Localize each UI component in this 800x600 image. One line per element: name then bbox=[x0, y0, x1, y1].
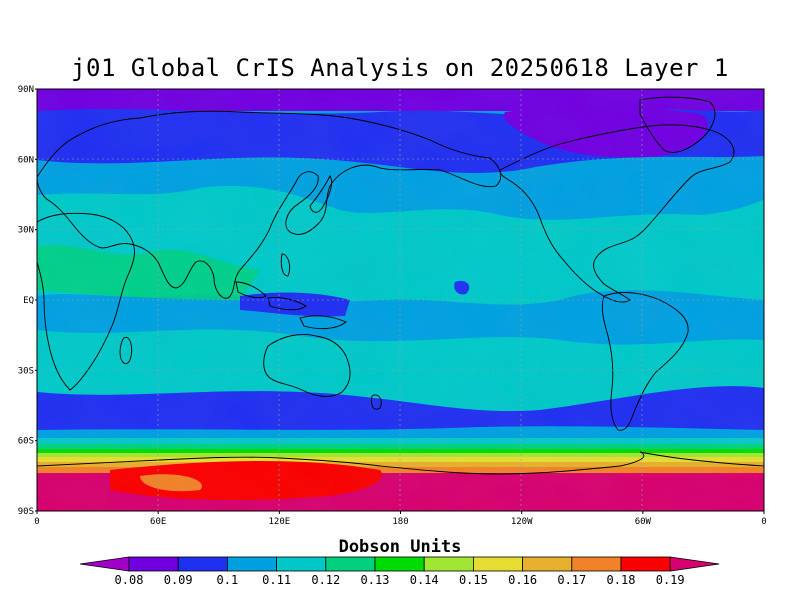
colorbar-swatch bbox=[620, 556, 671, 572]
longitude-labels: 0 60E 120E 180 120W 60W 0 bbox=[34, 517, 766, 527]
colorbar-tick-label: 0.15 bbox=[459, 573, 488, 587]
colorbar-swatch bbox=[226, 556, 277, 572]
lon-label: 120W bbox=[511, 517, 533, 527]
colorbar-swatch bbox=[177, 556, 228, 572]
lat-label: 60N bbox=[18, 155, 34, 165]
lon-label: 0 bbox=[761, 517, 766, 527]
colorbar-tick-label: 0.18 bbox=[607, 573, 636, 587]
colorbar-tick-label: 0.1 bbox=[217, 573, 239, 587]
colorbar-swatch bbox=[423, 556, 474, 572]
colorbar-tick-label: 0.17 bbox=[557, 573, 586, 587]
lon-label: 120E bbox=[268, 517, 290, 527]
lon-label: 180 bbox=[392, 517, 408, 527]
lat-label: 90S bbox=[18, 507, 34, 517]
colorbar-swatch bbox=[522, 556, 573, 572]
colorbar-tick-label: 0.09 bbox=[164, 573, 193, 587]
graticule bbox=[37, 89, 764, 511]
colorbar-swatch bbox=[325, 556, 376, 572]
lat-label: 90N bbox=[18, 85, 34, 95]
ozone-field bbox=[37, 89, 764, 511]
lon-label: 60E bbox=[150, 517, 166, 527]
colorbar: 0.08 0.09 0.1 0.11 0.12 0.13 0.14 0.15 0.16 0.17 0… bbox=[79, 556, 720, 587]
lon-label: 0 bbox=[34, 517, 39, 527]
colorbar-swatch bbox=[374, 556, 425, 572]
colorbar-underflow-triangle bbox=[79, 556, 130, 572]
colorbar-swatch bbox=[276, 556, 327, 572]
coastlines bbox=[37, 96, 764, 475]
colorbar-title: Dobson Units bbox=[338, 537, 462, 557]
colorbar-tick-label: 0.19 bbox=[656, 573, 685, 587]
map-title: j01 Global CrIS Analysis on 20250618 Lay… bbox=[71, 54, 729, 82]
colorbar-tick-label: 0.13 bbox=[361, 573, 390, 587]
lat-label: 30S bbox=[18, 366, 34, 376]
lat-label: 60S bbox=[18, 437, 34, 447]
lon-label: 60W bbox=[635, 517, 652, 527]
colorbar-swatch bbox=[128, 556, 179, 572]
colorbar-tick-label: 0.11 bbox=[262, 573, 291, 587]
lat-label: 30N bbox=[18, 226, 34, 236]
colorbar-tick-label: 0.14 bbox=[410, 573, 439, 587]
colorbar-swatch bbox=[472, 556, 523, 572]
colorbar-overflow-triangle bbox=[669, 556, 720, 572]
colorbar-tick-label: 0.08 bbox=[115, 573, 144, 587]
colorbar-tick-label: 0.16 bbox=[508, 573, 537, 587]
colorbar-tick-label: 0.12 bbox=[311, 573, 340, 587]
colorbar-swatch bbox=[571, 556, 622, 572]
latitude-labels: 90N 60N 30N EQ 30S 60S 90S bbox=[18, 85, 34, 517]
lat-label: EQ bbox=[23, 296, 34, 306]
